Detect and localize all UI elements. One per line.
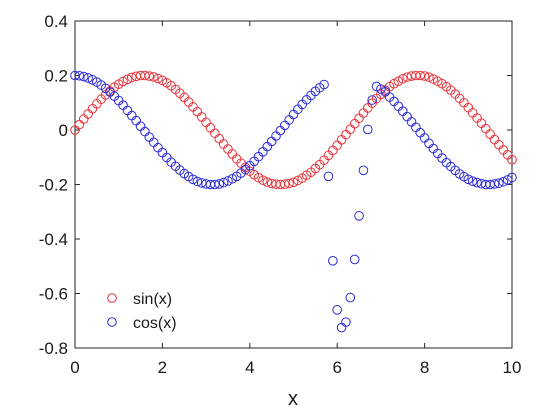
data-point xyxy=(349,254,360,265)
data-point xyxy=(358,165,369,176)
data-point xyxy=(494,178,504,188)
data-point xyxy=(367,95,377,105)
data-point xyxy=(424,72,434,82)
x-axis-label: x xyxy=(288,388,298,410)
data-point xyxy=(328,256,338,266)
data-point xyxy=(218,177,229,188)
data-point xyxy=(223,176,233,186)
data-point xyxy=(284,178,294,189)
y-tick-label: -0.2 xyxy=(39,176,68,195)
data-point xyxy=(87,75,98,85)
data-point xyxy=(293,175,303,186)
x-tick-label: 0 xyxy=(70,358,79,377)
data-point xyxy=(288,177,299,188)
data-point xyxy=(419,71,430,81)
legend-marker-sin xyxy=(107,293,117,303)
legend: sin(x) cos(x) xyxy=(107,291,177,332)
data-point xyxy=(362,124,373,135)
data-point xyxy=(122,74,133,85)
data-point xyxy=(507,172,517,183)
legend-label-cos: cos(x) xyxy=(133,315,177,332)
series-sin xyxy=(70,70,517,190)
data-point xyxy=(472,177,482,188)
y-tick-label: 0.2 xyxy=(44,67,68,86)
legend-marker-cos xyxy=(107,317,117,327)
data-point xyxy=(127,72,137,83)
data-point xyxy=(498,176,509,187)
data-point xyxy=(192,176,203,187)
y-tick-label: -0.8 xyxy=(39,339,68,358)
x-tick-labels: 0 2 4 6 8 10 xyxy=(70,358,521,377)
data-point xyxy=(345,292,356,303)
x-tick-label: 2 xyxy=(158,358,167,377)
data-point xyxy=(341,317,351,327)
data-point xyxy=(279,179,290,190)
data-point xyxy=(397,73,408,84)
data-point xyxy=(319,79,329,90)
y-tick-label: -0.6 xyxy=(39,285,68,304)
data-point xyxy=(332,305,343,315)
data-point xyxy=(258,175,268,185)
x-tick-label: 4 xyxy=(245,358,254,377)
data-point xyxy=(144,71,155,81)
data-point xyxy=(463,174,474,185)
data-point xyxy=(78,71,89,82)
data-point xyxy=(467,176,478,187)
data-point xyxy=(262,177,273,187)
data-point xyxy=(354,211,364,221)
legend-label-sin: sin(x) xyxy=(133,291,172,308)
series-cos xyxy=(70,70,517,333)
data-point xyxy=(148,72,159,82)
data-point xyxy=(507,154,517,165)
data-point xyxy=(153,73,163,84)
x-tick-label: 8 xyxy=(420,358,429,377)
y-tick-labels: -0.8 -0.6 -0.4 -0.2 0 0.2 0.4 xyxy=(39,12,68,358)
data-point xyxy=(83,73,93,83)
data-point xyxy=(118,76,128,87)
y-tick-label: 0.4 xyxy=(44,12,68,31)
y-tick-label: -0.4 xyxy=(39,230,68,249)
x-tick-label: 6 xyxy=(332,358,341,377)
data-point xyxy=(428,74,439,84)
x-tick-label: 10 xyxy=(503,358,522,377)
data-point xyxy=(323,171,334,182)
y-tick-label: 0 xyxy=(59,121,68,140)
data-point xyxy=(74,70,85,81)
axis-ticks xyxy=(74,20,513,349)
data-point xyxy=(188,174,198,185)
data-point xyxy=(214,179,225,189)
data-point xyxy=(210,179,220,190)
series-layer xyxy=(70,70,517,333)
data-point xyxy=(489,179,500,189)
